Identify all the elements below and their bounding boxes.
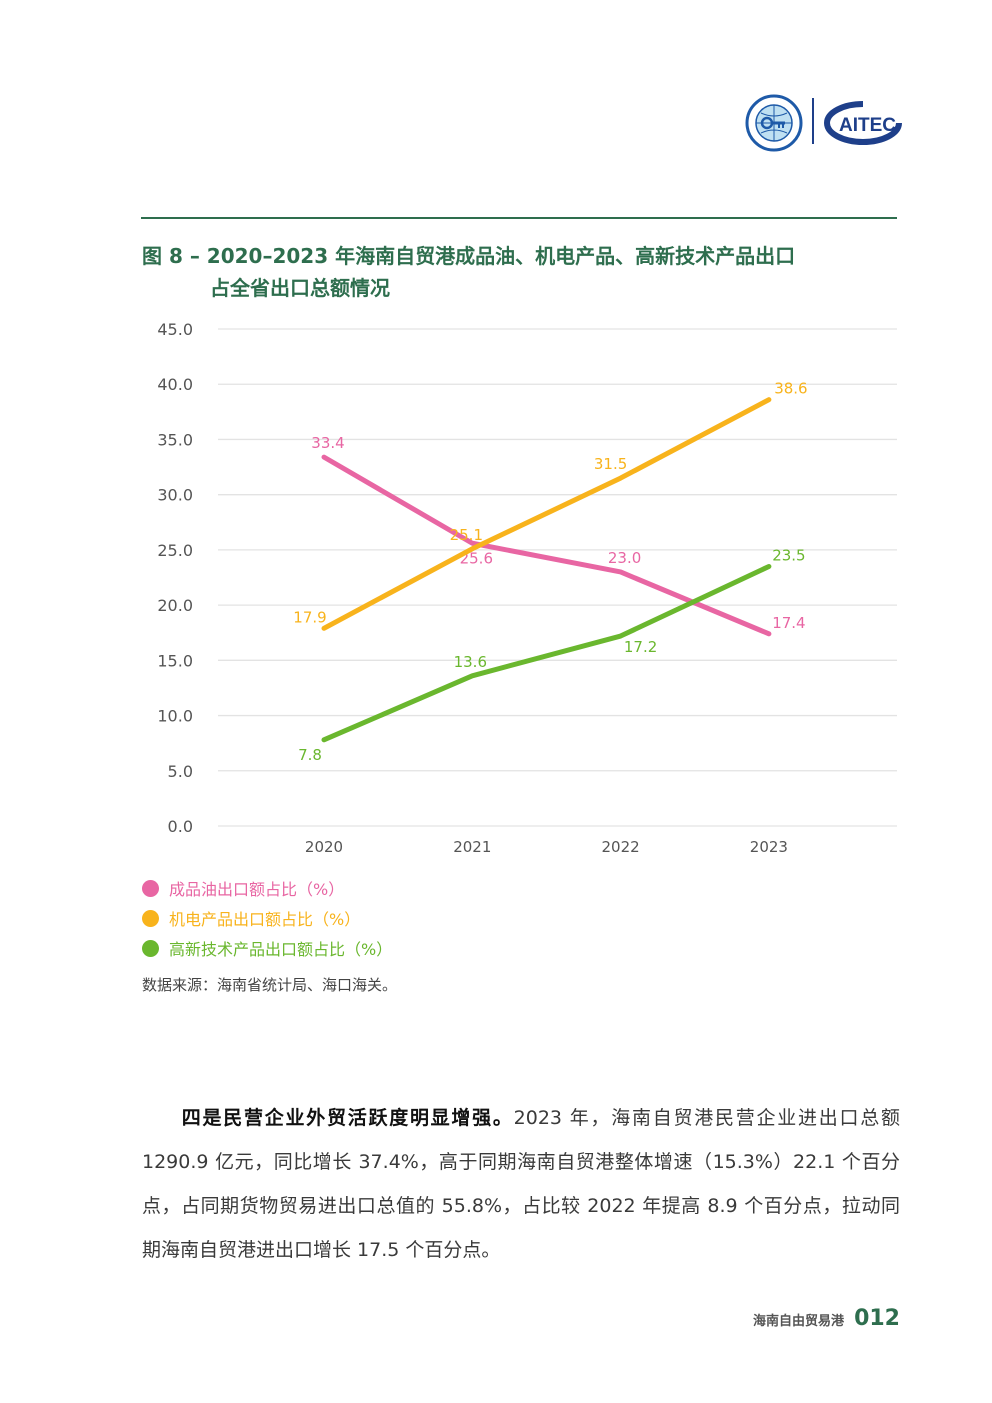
svg-text:AITEC: AITEC [839, 115, 896, 136]
y-tick-label: 15.0 [157, 651, 193, 670]
data-label: 25.1 [450, 526, 483, 544]
data-source-note: 数据来源：海南省统计局、海口海关。 [142, 976, 398, 994]
china-tiff-think-tank-logo [745, 94, 803, 152]
data-label: 31.5 [594, 455, 627, 473]
legend-dot-icon [142, 879, 159, 897]
data-label: 7.8 [298, 746, 322, 764]
y-tick-label: 0.0 [168, 817, 193, 836]
x-tick-label: 2020 [305, 838, 343, 856]
legend-item-electromechanical: 机电产品出口额占比（%） [142, 903, 392, 933]
legend-label: 机电产品出口额占比（%） [169, 910, 361, 929]
legend-dot-icon [142, 939, 159, 957]
header-logos: AITEC [745, 94, 905, 152]
y-tick-label: 45.0 [157, 320, 193, 339]
x-tick-label: 2021 [453, 838, 491, 856]
data-label: 17.9 [293, 608, 326, 626]
series-line-1 [321, 397, 772, 631]
body-paragraph: 四是民营企业外贸活跃度明显增强。2023 年，海南自贸港民营企业进出口总额 12… [142, 1096, 900, 1272]
x-tick-label: 2022 [602, 838, 640, 856]
data-label: 38.6 [774, 380, 807, 398]
figure-title-line1: 图 8 – 2020–2023 年海南自贸港成品油、机电产品、高新技术产品出口 [142, 244, 796, 268]
data-label: 17.4 [772, 614, 805, 632]
page-number: 012 [854, 1306, 900, 1331]
y-tick-label: 10.0 [157, 707, 193, 726]
data-label: 13.6 [454, 653, 487, 671]
x-tick-label: 2023 [750, 838, 788, 856]
figure-title: 图 8 – 2020–2023 年海南自贸港成品油、机电产品、高新技术产品出口 … [142, 240, 795, 304]
paragraph-lead: 四是民营企业外贸活跃度明显增强。 [180, 1107, 514, 1129]
line-chart: 0.0 5.0 10.0 15.0 20.0 25.0 30.0 35.0 40.0 45.0 20… [157, 320, 897, 856]
data-label: 33.4 [311, 434, 344, 452]
figure-title-line2: 占全省出口总额情况 [210, 276, 390, 300]
data-label: 17.2 [624, 638, 657, 656]
y-tick-label: 20.0 [157, 596, 193, 615]
chart-legend: 成品油出口额占比（%） 机电产品出口额占比（%） 高新技术产品出口额占比（%） [142, 873, 392, 963]
legend-dot-icon [142, 909, 159, 927]
y-tick-label: 5.0 [168, 762, 193, 781]
legend-item-oil: 成品油出口额占比（%） [142, 873, 392, 903]
series-line-2 [321, 563, 772, 743]
top-divider [141, 217, 897, 219]
y-tick-label: 35.0 [157, 430, 193, 449]
series-line-0 [321, 454, 772, 637]
y-tick-label: 25.0 [157, 541, 193, 560]
caitec-logo: AITEC [824, 101, 902, 145]
legend-label: 成品油出口额占比（%） [169, 880, 345, 899]
page-footer: 海南自由贸易港 012 [753, 1306, 900, 1331]
legend-label: 高新技术产品出口额占比（%） [169, 940, 393, 959]
data-label: 23.5 [772, 546, 805, 564]
y-tick-label: 40.0 [157, 375, 193, 394]
y-tick-label: 30.0 [157, 486, 193, 505]
legend-item-hightech: 高新技术产品出口额占比（%） [142, 933, 392, 963]
paragraph-body: 2023 年，海南自贸港民营企业进出口总额 1290.9 亿元，同比增长 37.… [142, 1107, 900, 1261]
logo-divider [812, 98, 814, 144]
footer-label: 海南自由贸易港 [753, 1314, 845, 1329]
data-label: 23.0 [608, 549, 641, 567]
